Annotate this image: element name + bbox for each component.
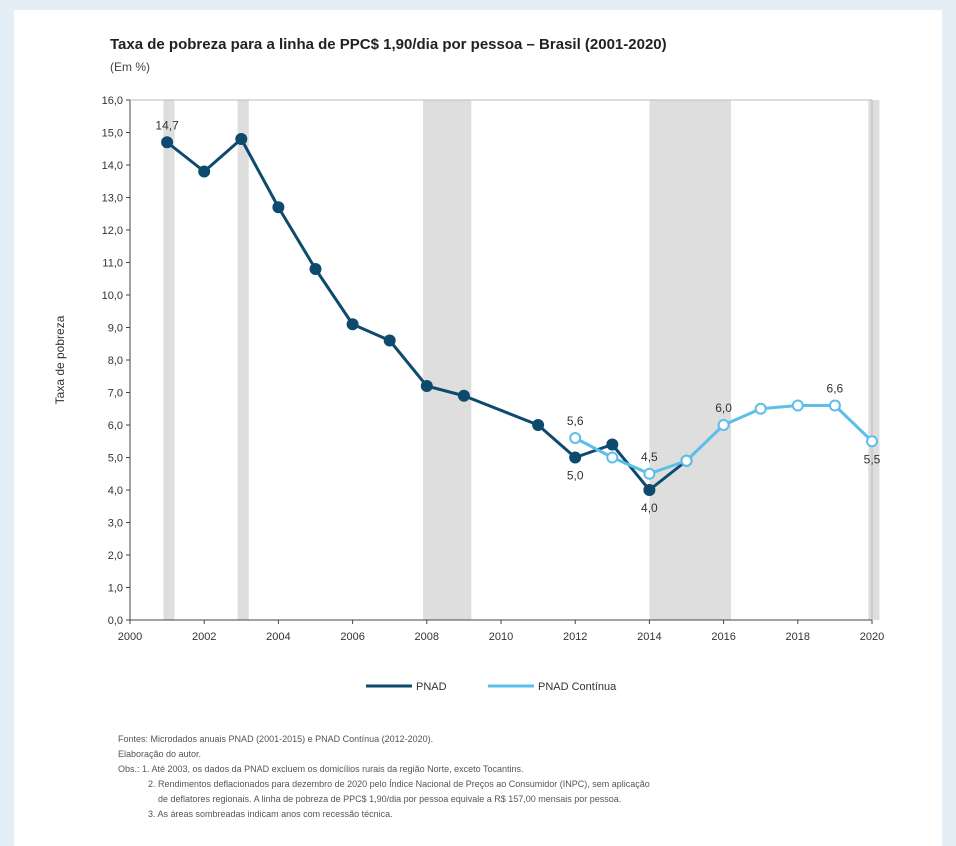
x-tick-label: 2010	[489, 631, 513, 643]
source-notes: Fontes: Microdados anuais PNAD (2001-201…	[118, 732, 918, 822]
x-tick-label: 2014	[637, 631, 661, 643]
data-point-pnad-continua	[569, 432, 582, 444]
data-point-pnad-continua	[643, 467, 656, 480]
x-tick-label: 2020	[860, 631, 884, 643]
data-point-pnad	[346, 318, 359, 331]
x-tick-label: 2008	[415, 631, 439, 643]
y-tick-label: 4,0	[108, 485, 123, 497]
x-tick-label: 2016	[711, 631, 735, 643]
series-line-pnad	[166, 137, 688, 492]
data-point-pnad-continua	[606, 451, 619, 464]
y-tick-label: 5,0	[108, 453, 123, 465]
note-obs-3: 3. As áreas sombreadas indicam anos com …	[148, 809, 393, 819]
y-tick-label: 13,0	[102, 193, 123, 205]
data-label: 4,5	[641, 450, 658, 464]
note-obs-1: Obs.: 1. Até 2003, os dados da PNAD excl…	[118, 764, 524, 774]
y-tick-label: 14,0	[102, 160, 123, 172]
y-tick-label: 7,0	[108, 388, 123, 400]
y-tick-label: 9,0	[108, 323, 123, 335]
y-tick-label: 16,0	[102, 95, 123, 107]
recession-band	[163, 100, 175, 620]
data-point-pnad	[309, 263, 322, 275]
data-label: 5,0	[567, 469, 584, 483]
chart-subtitle: (Em %)	[110, 60, 150, 74]
data-label: 5,6	[567, 414, 584, 428]
data-point-pnad-continua	[866, 435, 878, 448]
data-point-pnad-continua	[828, 399, 841, 412]
y-tick-label: 2,0	[108, 550, 123, 562]
note-sources: Fontes: Microdados anuais PNAD (2001-201…	[118, 734, 434, 744]
recession-band	[237, 100, 249, 620]
y-tick-label: 1,0	[108, 583, 123, 595]
data-point-pnad	[235, 133, 248, 145]
data-point-pnad-continua	[717, 419, 730, 431]
y-tick-label: 8,0	[108, 355, 123, 367]
y-tick-label: 15,0	[102, 128, 123, 140]
data-point-pnad	[420, 380, 433, 392]
y-tick-label: 0,0	[108, 615, 123, 627]
data-point-pnad	[643, 484, 656, 496]
x-tick-label: 2012	[563, 631, 587, 643]
note-obs-2a: 2. Rendimentos deflacionados para dezemb…	[148, 779, 650, 789]
data-point-pnad-continua	[754, 402, 767, 415]
x-tick-label: 2006	[340, 631, 364, 643]
data-label: 4,0	[641, 501, 658, 515]
data-label: 6,6	[827, 382, 844, 396]
y-tick-label: 3,0	[108, 518, 123, 530]
chart-title: Taxa de pobreza para a linha de PPC$ 1,9…	[110, 36, 667, 53]
data-point-pnad	[606, 438, 619, 451]
note-obs-2b: de deflatores regionais. A linha de pobr…	[158, 794, 622, 804]
data-point-pnad	[532, 419, 545, 431]
data-point-pnad	[272, 201, 285, 214]
data-point-pnad	[457, 389, 470, 402]
x-tick-label: 2004	[266, 631, 290, 643]
x-tick-label: 2000	[118, 631, 142, 643]
data-label: 5,5	[864, 452, 881, 466]
legend-label-pnad-continua: PNAD Contínua	[538, 681, 617, 693]
line-chart: 0,0 1,0 2,0 3,0 4,0 5,0 6,0 7,0 8,0 9,0 10,0 11,0 12…	[53, 95, 884, 693]
x-tick-label: 2002	[192, 631, 216, 643]
note-elaboration: Elaboração do autor.	[118, 749, 202, 759]
y-tick-label: 10,0	[102, 290, 123, 302]
data-label: 6,0	[715, 401, 732, 415]
x-tick-label: 2018	[786, 631, 810, 643]
data-point-pnad-continua	[680, 454, 693, 467]
recession-band	[423, 100, 472, 620]
data-point-pnad	[161, 136, 174, 149]
chart-card: Taxa de pobreza para a linha de PPC$ 1,9…	[14, 10, 942, 846]
data-point-pnad	[569, 451, 582, 464]
data-point-pnad-continua	[791, 399, 804, 412]
y-axis-label: Taxa de pobreza	[53, 315, 67, 404]
recession-band	[868, 100, 880, 620]
recession-band	[649, 100, 732, 620]
y-tick-label: 12,0	[102, 225, 123, 237]
data-point-pnad	[383, 334, 396, 347]
legend-label-pnad: PNAD	[416, 681, 447, 693]
data-point-pnad	[198, 165, 211, 178]
data-label: 14,7	[155, 118, 179, 132]
y-tick-label: 6,0	[108, 420, 123, 432]
y-tick-label: 11,0	[102, 258, 123, 270]
